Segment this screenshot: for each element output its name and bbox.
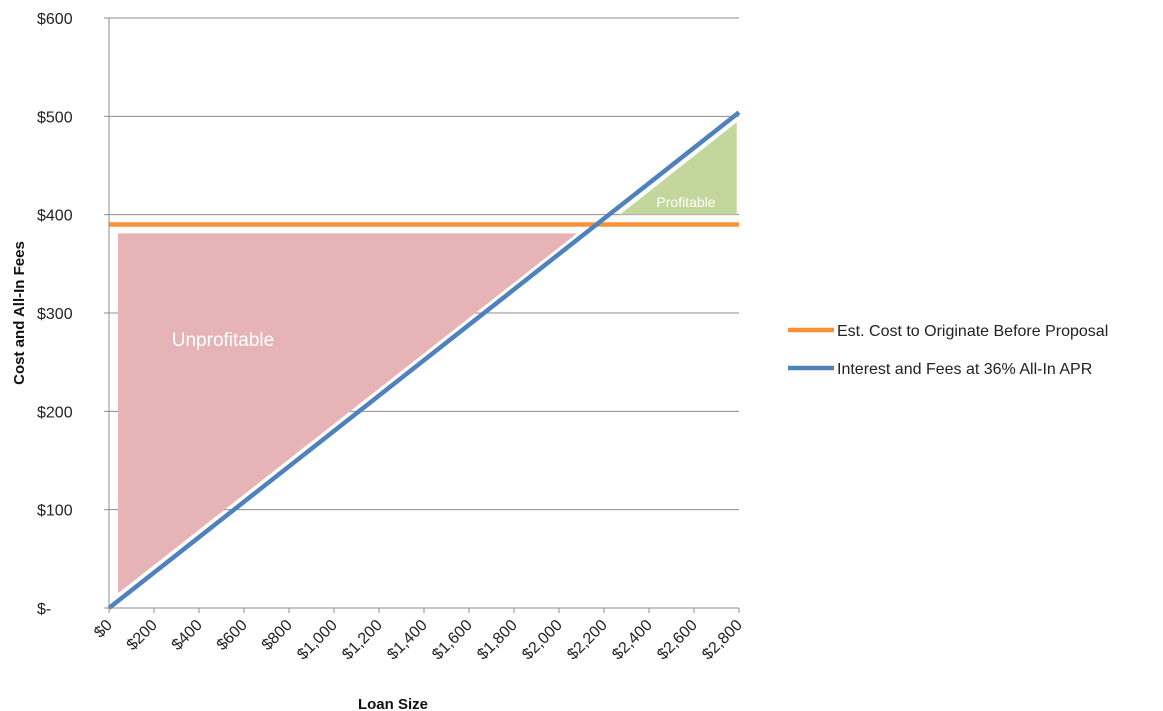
- legend-label-1: Interest and Fees at 36% All-In APR: [837, 361, 1092, 378]
- x-tick-label-1: $200: [124, 617, 161, 654]
- y-tick-label-6: $600: [37, 11, 73, 28]
- legend-label-0: Est. Cost to Originate Before Proposal: [837, 323, 1108, 340]
- region-label-profitable: Profitable: [656, 194, 715, 210]
- x-tick-label-11: $2,200: [564, 617, 611, 664]
- x-tick-label-9: $1,800: [474, 617, 521, 664]
- region-label-unprofitable: Unprofitable: [172, 330, 274, 351]
- y-tick-labels: $- $100 $200 $300 $400 $500 $600: [37, 11, 73, 618]
- y-tick-label-5: $500: [37, 109, 73, 126]
- x-tick-label-7: $1,400: [384, 617, 431, 664]
- x-tick-label-6: $1,200: [339, 617, 386, 664]
- y-tick-label-0: $-: [37, 601, 51, 618]
- x-tick-label-12: $2,400: [609, 617, 656, 664]
- x-tick-label-2: $400: [169, 617, 206, 654]
- x-tick-label-10: $2,000: [519, 617, 566, 664]
- x-tick-label-0: $0: [91, 617, 116, 642]
- y-axis-label: Cost and All-In Fees: [11, 241, 28, 385]
- legend: Est. Cost to Originate Before Proposal In…: [788, 323, 1108, 378]
- x-tick-label-4: $800: [259, 617, 296, 654]
- x-tick-label-14: $2,800: [699, 617, 746, 664]
- y-tick-label-4: $400: [37, 208, 73, 225]
- y-tick-label-3: $300: [37, 306, 73, 323]
- x-axis-label: Loan Size: [358, 696, 428, 711]
- y-tick-label-1: $100: [37, 503, 73, 520]
- x-tick-label-3: $600: [214, 617, 251, 654]
- x-tick-labels: $0 $200 $400 $600 $800$1,000$1,200$1,400$1,6…: [91, 617, 746, 664]
- x-tick-label-5: $1,000: [294, 617, 341, 664]
- y-tick-label-2: $200: [37, 404, 73, 421]
- x-tick-label-13: $2,600: [654, 617, 701, 664]
- region-unprofitable: [118, 233, 577, 593]
- x-tick-label-8: $1,600: [429, 617, 476, 664]
